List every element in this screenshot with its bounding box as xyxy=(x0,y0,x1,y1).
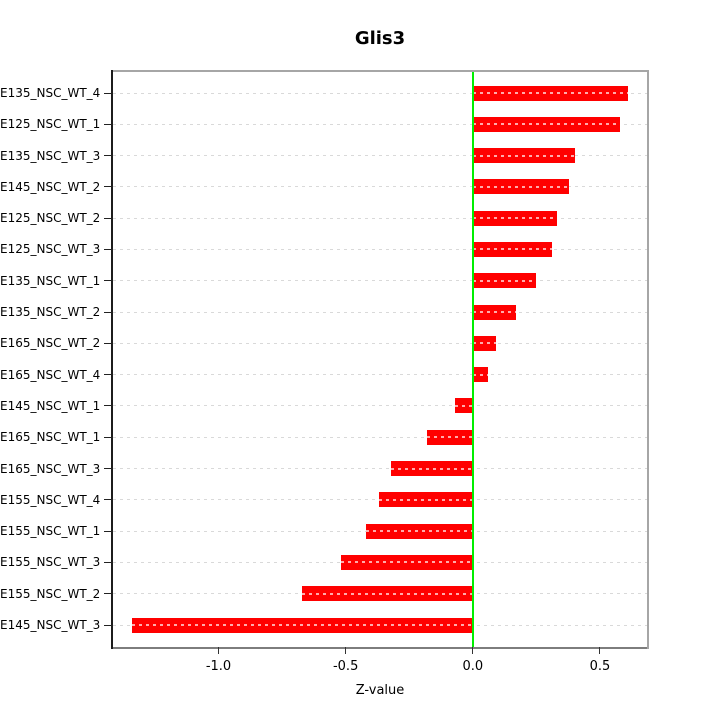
y-axis-label: E135_NSC_WT_2 xyxy=(0,305,101,320)
x-axis-tick xyxy=(472,647,474,654)
gridline xyxy=(113,155,647,157)
gridline xyxy=(113,342,647,344)
gridline xyxy=(113,436,647,438)
y-axis-label: E165_NSC_WT_1 xyxy=(0,430,101,445)
bar-inner-dash xyxy=(455,404,473,407)
y-axis-label: E125_NSC_WT_1 xyxy=(0,117,101,132)
y-axis-label: E125_NSC_WT_3 xyxy=(0,242,101,257)
x-axis-title: Z-value xyxy=(355,683,405,698)
gridline xyxy=(113,280,647,282)
y-axis-tick xyxy=(104,311,113,313)
y-axis-tick xyxy=(104,405,113,407)
plot-box-top-edge xyxy=(113,70,647,72)
bar-inner-dash xyxy=(340,561,473,564)
y-axis-label: E165_NSC_WT_3 xyxy=(0,461,101,476)
y-axis-tick xyxy=(104,436,113,438)
bar-inner-dash xyxy=(472,154,575,157)
y-axis-tick xyxy=(104,123,113,125)
y-axis-label: E145_NSC_WT_3 xyxy=(0,618,101,632)
x-tick-label: -0.5 xyxy=(332,659,359,674)
y-axis-label: E155_NSC_WT_4 xyxy=(0,492,101,507)
y-axis-tick xyxy=(104,217,113,219)
bar-inner-dash xyxy=(472,373,489,376)
y-axis-tick xyxy=(104,155,113,157)
y-axis-tick xyxy=(104,186,113,188)
y-axis-label: E165_NSC_WT_4 xyxy=(0,367,101,382)
x-tick-label: 0.0 xyxy=(462,659,484,674)
y-axis-tick xyxy=(104,530,113,532)
bar-inner-dash xyxy=(472,279,537,282)
y-axis-label: E145_NSC_WT_1 xyxy=(0,398,101,413)
y-axis-label: E145_NSC_WT_2 xyxy=(0,179,101,194)
bar-inner-dash xyxy=(132,624,473,626)
y-axis-tick xyxy=(104,92,113,94)
y-axis-label: E125_NSC_WT_2 xyxy=(0,211,101,226)
bar-inner-dash xyxy=(472,311,517,314)
bar-inner-dash xyxy=(391,467,473,470)
gridline xyxy=(113,217,647,219)
x-axis-tick xyxy=(345,647,347,654)
y-axis-label: E135_NSC_WT_4 xyxy=(0,86,101,100)
x-axis-line xyxy=(113,647,647,649)
bar-inner-dash xyxy=(366,530,473,533)
y-axis-tick xyxy=(104,499,113,501)
y-axis-label: E155_NSC_WT_2 xyxy=(0,586,101,601)
chart-title: Glis3 xyxy=(354,28,406,49)
bar-inner-dash xyxy=(472,123,621,126)
bar-inner-dash xyxy=(472,92,628,94)
gridline xyxy=(113,123,647,125)
y-axis-tick xyxy=(104,280,113,282)
gridline xyxy=(113,92,647,94)
bar-inner-dash xyxy=(472,185,570,188)
x-tick-label: 0.5 xyxy=(589,659,611,674)
y-axis-label: E155_NSC_WT_1 xyxy=(0,524,101,539)
bar-inner-dash xyxy=(472,342,496,345)
y-axis-tick xyxy=(104,468,113,470)
y-axis-tick xyxy=(104,593,113,595)
bar-inner-dash xyxy=(427,436,473,439)
y-axis-label: E165_NSC_WT_2 xyxy=(0,336,101,351)
gridline xyxy=(113,248,647,250)
plot-box-right-edge xyxy=(647,70,649,649)
plot-area xyxy=(104,70,649,654)
gridline xyxy=(113,405,647,407)
y-axis-tick xyxy=(104,342,113,344)
y-axis-tick xyxy=(104,374,113,376)
x-axis-tick xyxy=(599,647,601,654)
zero-line xyxy=(471,72,474,647)
bar-inner-dash xyxy=(472,217,557,220)
y-axis-tick xyxy=(104,561,113,563)
y-axis-tick xyxy=(104,624,113,626)
gridline xyxy=(113,374,647,376)
y-axis-tick xyxy=(104,248,113,250)
bar-inner-dash xyxy=(472,248,552,251)
y-axis-label: E135_NSC_WT_3 xyxy=(0,148,101,163)
y-axis-line xyxy=(111,70,113,649)
gridline xyxy=(113,468,647,470)
gridline xyxy=(113,186,647,188)
x-tick-label: -1.0 xyxy=(205,659,232,674)
bar-inner-dash xyxy=(378,498,473,501)
x-axis-tick xyxy=(218,647,220,654)
gridline xyxy=(113,311,647,313)
bar-inner-dash xyxy=(302,592,473,595)
y-axis-label: E135_NSC_WT_1 xyxy=(0,273,101,288)
y-axis-label: E155_NSC_WT_3 xyxy=(0,555,101,570)
